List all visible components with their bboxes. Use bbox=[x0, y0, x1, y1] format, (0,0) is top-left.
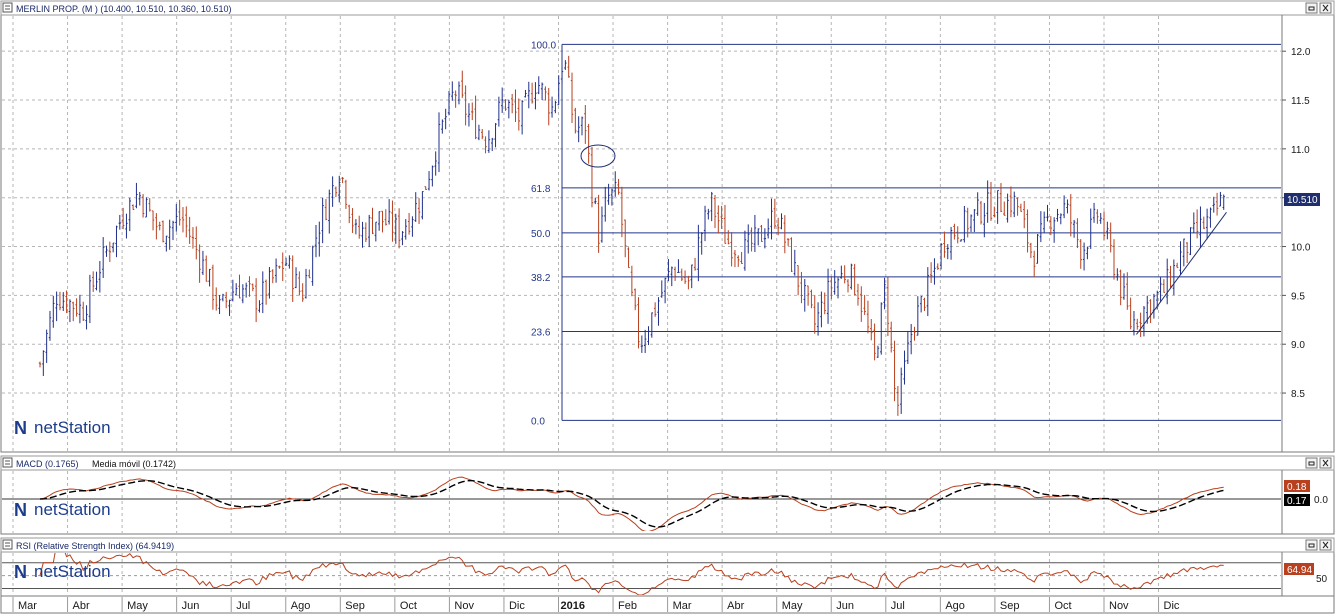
rsi-panel-menu-icon[interactable] bbox=[2, 539, 13, 550]
x-axis-months: Mar Abr May Jun Jul Ago Sep Oct Nov Dic 2016 Feb Mar… bbox=[12, 597, 1180, 612]
brand-name-price: netStation bbox=[34, 418, 111, 437]
trend-line bbox=[1136, 212, 1227, 335]
month-label: Sep bbox=[1000, 600, 1020, 612]
rsi-panel-titlebar bbox=[0, 537, 1335, 553]
price-last-value-tag: 10.510 bbox=[1284, 193, 1320, 206]
macd-panel-titlebar bbox=[0, 455, 1335, 471]
price-y-tick: 8.5 bbox=[1291, 389, 1305, 400]
price-candles bbox=[38, 55, 1225, 416]
price-y-tick: 9.0 bbox=[1291, 340, 1305, 351]
rsi-y-tick-50: 50 bbox=[1316, 574, 1328, 585]
fib-level-label: 0.0 bbox=[531, 416, 545, 427]
gap-highlight-ellipse bbox=[580, 144, 616, 168]
month-label: Oct bbox=[1054, 600, 1071, 612]
rsi-close-button[interactable] bbox=[1319, 539, 1332, 551]
macd-panel-menu-icon[interactable] bbox=[2, 457, 13, 468]
month-label: Dic bbox=[1164, 600, 1180, 612]
month-label: Jul bbox=[891, 600, 905, 612]
month-label: Nov bbox=[454, 600, 474, 612]
price-last-value-bg bbox=[1284, 193, 1320, 206]
month-label: Abr bbox=[73, 600, 90, 612]
rsi-restore-button[interactable] bbox=[1305, 539, 1318, 551]
month-label: Abr bbox=[727, 600, 744, 612]
price-close-button[interactable] bbox=[1319, 2, 1332, 14]
close-icon bbox=[1322, 4, 1329, 12]
rsi-last-bg bbox=[1284, 563, 1314, 575]
fib-level-label: 61.8 bbox=[531, 184, 551, 195]
macd-restore-button[interactable] bbox=[1305, 457, 1318, 469]
month-label: Mar bbox=[673, 600, 692, 612]
macd-line bbox=[39, 476, 1224, 531]
fibonacci-retracement: 100.0 61.8 50.0 38.2 23.6 0.0 bbox=[531, 40, 1281, 427]
fib-level-label: 50.0 bbox=[531, 229, 551, 240]
netstation-n-icon: N bbox=[14, 562, 27, 582]
price-y-tick: 12.0 bbox=[1291, 47, 1311, 58]
price-y-tick: 10.0 bbox=[1291, 243, 1311, 254]
brand-name-rsi: netStation bbox=[34, 562, 111, 581]
price-panel-menu-icon[interactable] bbox=[2, 2, 13, 13]
month-label: Nov bbox=[1109, 600, 1129, 612]
price-y-tick: 11.0 bbox=[1291, 145, 1310, 156]
close-icon bbox=[1322, 459, 1329, 467]
month-label: Jun bbox=[182, 600, 200, 612]
price-last-value: 10.510 bbox=[1287, 195, 1318, 206]
price-y-tick: 11.5 bbox=[1291, 96, 1310, 107]
macd-last-value: 0.18 bbox=[1287, 482, 1307, 493]
macd-close-button[interactable] bbox=[1319, 457, 1332, 469]
netstation-logo-macd: N netStation bbox=[14, 500, 111, 520]
rsi-title: RSI (Relative Strength Index) (64.9419) bbox=[16, 541, 174, 551]
price-panel-title: MERLIN PROP. (M ) (10.400, 10.510, 10.36… bbox=[16, 4, 231, 14]
macd-title: MACD (0.1765) bbox=[16, 459, 79, 469]
macd-signal-title: Media móvil (0.1742) bbox=[92, 459, 176, 469]
month-label: Jun bbox=[836, 600, 854, 612]
price-y-tick: 9.5 bbox=[1291, 291, 1305, 302]
restore-icon bbox=[1308, 461, 1315, 466]
netstation-n-icon: N bbox=[14, 418, 27, 438]
macd-y-tick-zero: 0.0 bbox=[1314, 495, 1328, 506]
rsi-line bbox=[39, 553, 1224, 595]
rsi-grid bbox=[2, 553, 1281, 595]
fib-level-label: 38.2 bbox=[531, 273, 551, 284]
month-label: Sep bbox=[345, 600, 365, 612]
macd-last-tag: 0.18 0.17 bbox=[1284, 480, 1310, 507]
month-label: Mar bbox=[18, 600, 37, 612]
macd-signal-last-value: 0.17 bbox=[1287, 496, 1307, 507]
month-label: May bbox=[127, 600, 148, 612]
brand-name-macd: netStation bbox=[34, 500, 111, 519]
macd-signal-line bbox=[39, 479, 1224, 528]
restore-icon bbox=[1308, 6, 1315, 11]
month-label: Jul bbox=[236, 600, 250, 612]
price-panel-titlebar bbox=[0, 0, 1335, 16]
fib-level-label: 23.6 bbox=[531, 328, 551, 339]
month-label: Ago bbox=[945, 600, 965, 612]
month-label: Feb bbox=[618, 600, 637, 612]
rsi-last-tag: 64.94 bbox=[1284, 563, 1314, 576]
macd-signal-last-bg bbox=[1284, 494, 1310, 506]
restore-icon bbox=[1308, 543, 1315, 548]
netstation-logo-rsi: N netStation bbox=[14, 562, 111, 582]
month-label: 2016 bbox=[561, 600, 585, 612]
month-label: Dic bbox=[509, 600, 525, 612]
month-label: Oct bbox=[400, 600, 417, 612]
rsi-last-value: 64.94 bbox=[1287, 565, 1312, 576]
netstation-logo-price: N netStation bbox=[14, 418, 111, 438]
fib-level-label: 100.0 bbox=[531, 40, 556, 51]
netstation-n-icon: N bbox=[14, 500, 27, 520]
macd-last-bg bbox=[1284, 480, 1310, 492]
price-restore-button[interactable] bbox=[1305, 2, 1318, 14]
month-label: Ago bbox=[291, 600, 311, 612]
close-icon bbox=[1322, 541, 1329, 549]
month-label: May bbox=[782, 600, 803, 612]
